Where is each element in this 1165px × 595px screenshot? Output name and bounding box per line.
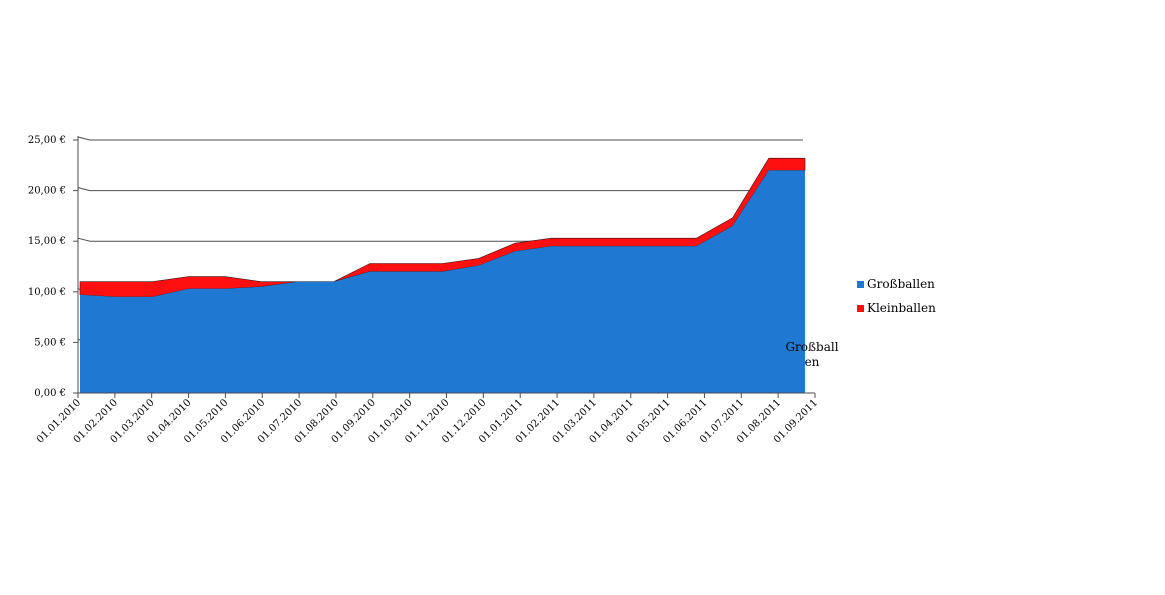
legend-swatch — [857, 281, 864, 288]
y-tick-label: 15,00 € — [28, 236, 66, 247]
legend-label: Kleinballen — [867, 301, 936, 315]
annotation-line: en — [805, 355, 820, 369]
y-tick-labels: 0,00 € 5,00 € 10,00 € 15,00 € 20,00 € 25,00 € — [28, 135, 66, 399]
data-annotation: Großball en — [785, 340, 838, 369]
gridline — [77, 187, 803, 192]
y-tick-label: 10,00 € — [28, 287, 66, 298]
legend-label: Großballen — [867, 277, 935, 291]
legend-swatch — [857, 305, 864, 312]
y-tick-label: 0,00 € — [34, 388, 66, 399]
axes — [73, 136, 816, 398]
area-großballen — [80, 170, 805, 393]
annotation-line: Großball — [785, 340, 838, 354]
series-areas — [79, 157, 806, 393]
y-tick-label: 25,00 € — [28, 135, 66, 146]
legend: Großballen Kleinballen — [857, 277, 936, 315]
y-tick-label: 20,00 € — [28, 186, 66, 197]
gridline — [77, 136, 803, 141]
x-tick-labels: 01.01.201001.02.201001.03.201001.04.2010… — [35, 397, 820, 445]
y-tick-label: 5,00 € — [34, 337, 66, 348]
